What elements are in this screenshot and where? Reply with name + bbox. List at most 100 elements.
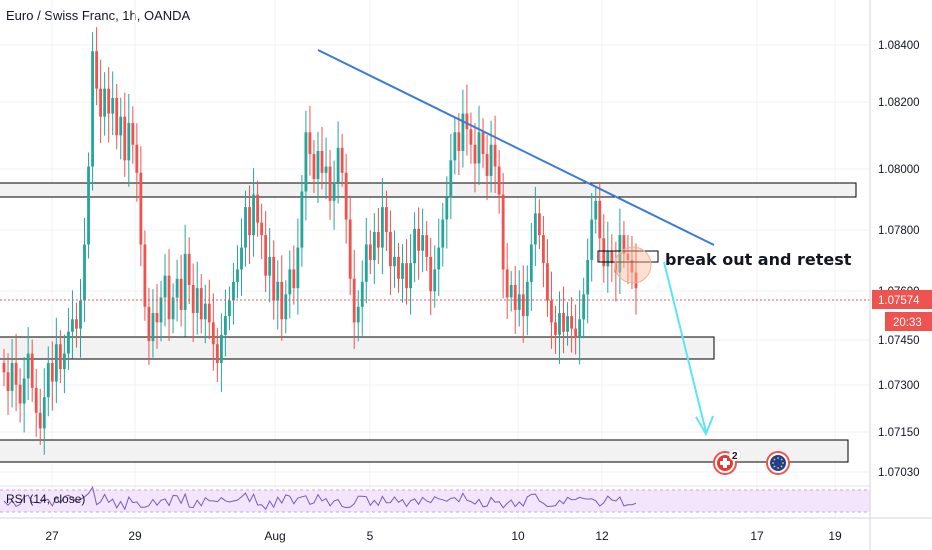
candle-body: [421, 235, 425, 251]
candle-body: [352, 278, 356, 323]
candle-body: [590, 219, 594, 261]
zone-box: [0, 336, 715, 360]
retest-box: [597, 250, 659, 263]
x-tick-label: 5: [367, 529, 374, 543]
candle-body: [441, 219, 445, 248]
candle-body: [175, 278, 179, 298]
candle-body: [103, 88, 107, 117]
chart-grid: [0, 0, 870, 518]
candle-body: [385, 207, 388, 233]
trendline: [317, 49, 715, 246]
candle-body: [95, 51, 99, 89]
candle-body: [368, 244, 372, 261]
candle-body: [183, 253, 187, 310]
candle-body: [485, 154, 489, 176]
candle-body: [525, 281, 529, 317]
rsi-line: [3, 485, 637, 511]
candle-body: [537, 213, 541, 236]
candle-body: [252, 194, 255, 236]
candle-body: [111, 97, 115, 114]
candle-body: [244, 207, 247, 248]
candle-body: [232, 281, 235, 301]
candle-body: [425, 235, 429, 257]
candle-body: [517, 294, 521, 310]
candle-body: [477, 132, 481, 164]
rsi-band: [0, 490, 870, 512]
candle-body: [393, 256, 396, 267]
candle-body: [320, 150, 324, 173]
candle-body: [312, 154, 316, 180]
candle-body: [336, 147, 340, 183]
support-resistance-zones: [0, 182, 857, 463]
candle-body: [598, 200, 602, 239]
candle-body: [46, 362, 50, 398]
projection-arrowhead: [695, 415, 714, 437]
candle-body: [223, 316, 227, 335]
candle-body: [457, 132, 461, 151]
candle-body: [207, 303, 211, 323]
candle-body: [582, 294, 586, 320]
candle-body: [236, 269, 239, 282]
candle-body: [513, 284, 517, 310]
rsi-panel: RSI (14, close): [0, 485, 870, 513]
candle-body: [18, 384, 22, 404]
candle-body: [272, 256, 276, 301]
candle-body: [248, 207, 251, 236]
star: [772, 462, 774, 464]
candle-body: [123, 116, 127, 161]
candle-body: [372, 232, 376, 261]
y-tick-label: 1.08200: [878, 97, 920, 109]
star: [777, 467, 779, 469]
candle-body: [280, 281, 284, 320]
candle-body: [469, 129, 473, 145]
candle-body: [296, 247, 300, 289]
candle-body: [54, 344, 58, 382]
candle-body: [99, 88, 103, 117]
candle-body: [167, 275, 171, 320]
star: [773, 458, 776, 461]
candle-body: [179, 278, 183, 310]
candle-body: [75, 319, 78, 329]
candle-body: [610, 250, 614, 264]
candle-body: [574, 328, 578, 338]
candle-body: [533, 213, 537, 245]
candle-body: [83, 244, 86, 301]
candle-body: [397, 256, 400, 279]
countdown-tag: [885, 312, 932, 331]
last-price-label: 1.07574: [878, 295, 920, 307]
candle-body: [276, 281, 280, 301]
candle-body: [417, 228, 421, 251]
x-tick-label: Aug: [264, 529, 285, 543]
candle-body: [570, 316, 573, 329]
candle-body: [380, 207, 384, 248]
candle-body: [566, 316, 569, 332]
candlestick-series: [2, 27, 638, 455]
x-tick-label: 10: [511, 529, 525, 543]
candle-body: [546, 263, 549, 301]
candle-body: [594, 200, 598, 220]
candle-body: [58, 344, 62, 370]
candle-body: [34, 387, 38, 413]
zone-box: [0, 182, 857, 198]
candle-body: [143, 244, 147, 307]
candle-body: [87, 166, 90, 245]
candle-body: [401, 263, 404, 279]
candle-body: [10, 362, 14, 391]
candle-body: [135, 144, 139, 173]
last-price-tag: [872, 290, 932, 309]
candle-body: [562, 313, 565, 332]
y-tick-label: 1.07450: [878, 335, 920, 347]
candle-body: [316, 150, 320, 180]
candle-body: [42, 397, 46, 429]
candle-body: [328, 166, 332, 201]
candle-body: [332, 182, 336, 201]
candle-body: [376, 232, 380, 248]
x-tick-label: 27: [45, 529, 59, 543]
retest-highlight: [614, 246, 652, 284]
candle-body: [509, 284, 513, 298]
candle-body: [554, 322, 557, 335]
candle-body: [413, 228, 417, 264]
candle-body: [348, 219, 352, 279]
candle-body: [626, 253, 630, 261]
